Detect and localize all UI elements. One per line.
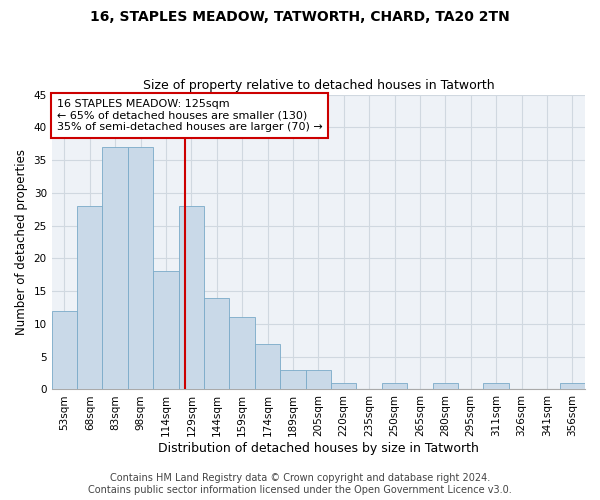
Bar (433, 383, 458, 390)
Bar (179, 206, 204, 390)
Text: 16 STAPLES MEADOW: 125sqm
← 65% of detached houses are smaller (130)
35% of semi: 16 STAPLES MEADOW: 125sqm ← 65% of detac… (57, 99, 323, 132)
Bar (204, 298, 229, 390)
Title: Size of property relative to detached houses in Tatworth: Size of property relative to detached ho… (143, 79, 494, 92)
Bar (305, 370, 331, 390)
Bar (280, 370, 305, 390)
Text: Contains HM Land Registry data © Crown copyright and database right 2024.
Contai: Contains HM Land Registry data © Crown c… (88, 474, 512, 495)
Bar (255, 344, 280, 390)
Bar (331, 383, 356, 390)
Y-axis label: Number of detached properties: Number of detached properties (15, 149, 28, 335)
Text: 16, STAPLES MEADOW, TATWORTH, CHARD, TA20 2TN: 16, STAPLES MEADOW, TATWORTH, CHARD, TA2… (90, 10, 510, 24)
Bar (128, 147, 153, 390)
X-axis label: Distribution of detached houses by size in Tatworth: Distribution of detached houses by size … (158, 442, 479, 455)
Bar (52, 311, 77, 390)
Bar (77, 206, 103, 390)
Bar (484, 383, 509, 390)
Bar (229, 318, 255, 390)
Bar (382, 383, 407, 390)
Bar (560, 383, 585, 390)
Bar (153, 272, 179, 390)
Bar (103, 147, 128, 390)
